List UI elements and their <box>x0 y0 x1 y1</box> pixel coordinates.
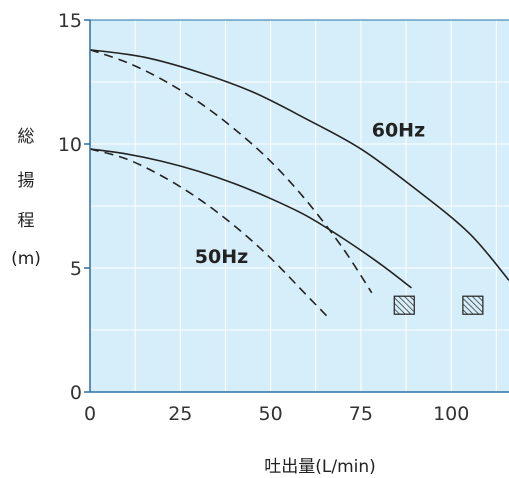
y-axis-label-char: 程 <box>18 211 35 231</box>
x-axis-label: 吐出量(L/min) <box>264 457 376 477</box>
y-axis-label-char: 総 <box>18 127 35 147</box>
tick-labels: 0 25 50 75 100 0 5 10 15 <box>58 10 470 425</box>
y-tick-label: 10 <box>58 134 82 156</box>
y-axis-label-char: 揚 <box>18 171 35 191</box>
series-lines <box>89 48 509 319</box>
y-axis-label-char: (m) <box>11 249 41 269</box>
series-line-60Hz-dashed <box>89 49 373 294</box>
y-tick-label: 0 <box>70 382 82 404</box>
y-tick-label: 15 <box>58 10 82 32</box>
x-tick-label: 50 <box>259 403 283 425</box>
curve-label: 60Hz <box>372 120 425 142</box>
x-tick-label: 0 <box>84 403 96 425</box>
series-line-60Hz-solid <box>89 48 509 281</box>
series-line-50Hz-solid <box>89 148 412 289</box>
y-tick-label: 5 <box>70 258 82 280</box>
x-tick-label: 75 <box>349 403 373 425</box>
x-tick-label: 25 <box>168 403 192 425</box>
hatched-marker <box>462 295 484 315</box>
hatched-marker <box>393 295 415 315</box>
hatched-markers <box>393 295 484 315</box>
curve-label: 50Hz <box>195 246 248 268</box>
curve-labels: 60Hz 50Hz <box>195 120 425 268</box>
y-axis-label: 総揚程 (m) <box>11 127 41 269</box>
axes <box>84 19 509 393</box>
series-line-50Hz-dashed <box>89 148 329 319</box>
x-tick-label: 100 <box>433 403 469 425</box>
